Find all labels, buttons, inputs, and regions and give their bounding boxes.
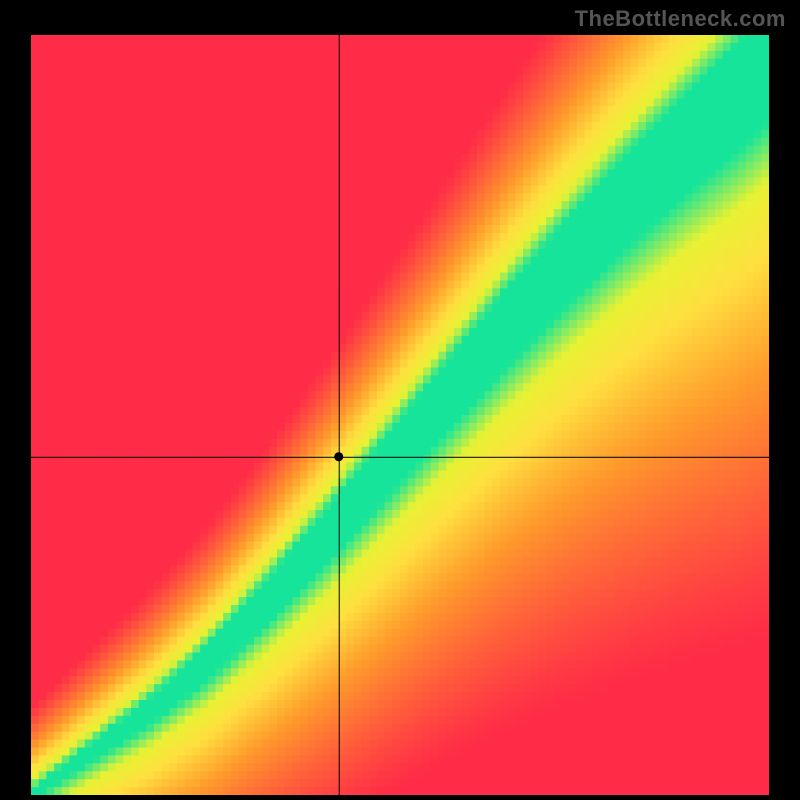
chart-frame: TheBottleneck.com (0, 0, 800, 800)
watermark-text: TheBottleneck.com (575, 6, 786, 32)
heatmap-canvas (31, 35, 769, 795)
plot-area (31, 35, 769, 795)
